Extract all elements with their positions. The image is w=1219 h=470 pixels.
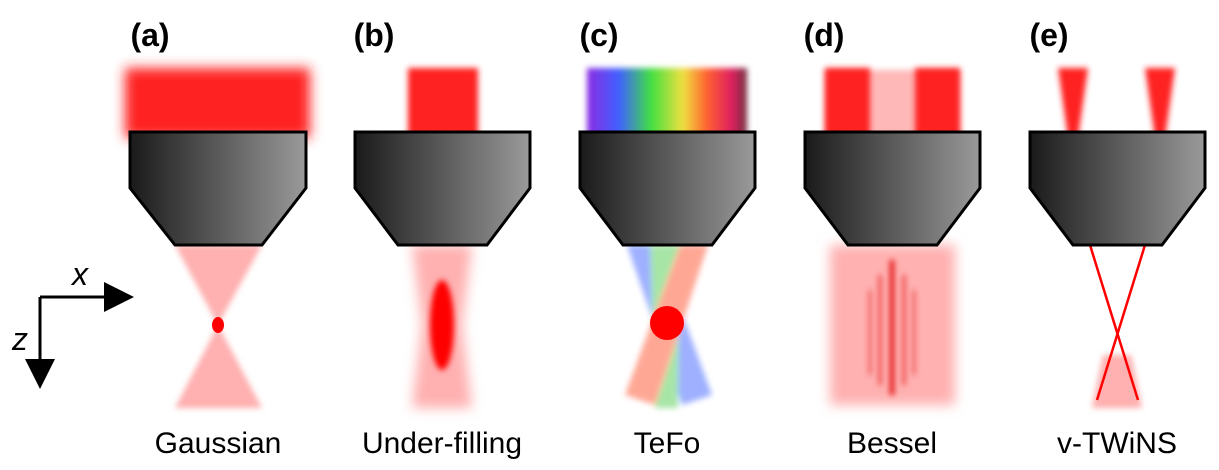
panel-name: v-TWiNS (1057, 427, 1177, 460)
panel-d (805, 68, 980, 405)
diagram: x z (0, 0, 1219, 470)
axes: x z (11, 256, 128, 383)
panel-a (125, 68, 310, 408)
panel-name: TeFo (634, 427, 701, 460)
panel-name: Bessel (847, 427, 937, 460)
panel-label: (d) (804, 17, 845, 53)
panel-label: (c) (579, 17, 618, 53)
panel-label: (e) (1029, 17, 1068, 53)
panel-label: (b) (354, 17, 395, 53)
panel-name: Gaussian (155, 427, 282, 460)
panel-c (580, 68, 755, 408)
panel-label: (a) (130, 17, 169, 53)
x-axis-label: x (70, 256, 89, 292)
panel-e (1030, 68, 1205, 408)
panel-name: Under-filling (362, 427, 522, 460)
panel-b (355, 68, 530, 408)
z-axis-label: z (11, 321, 28, 357)
